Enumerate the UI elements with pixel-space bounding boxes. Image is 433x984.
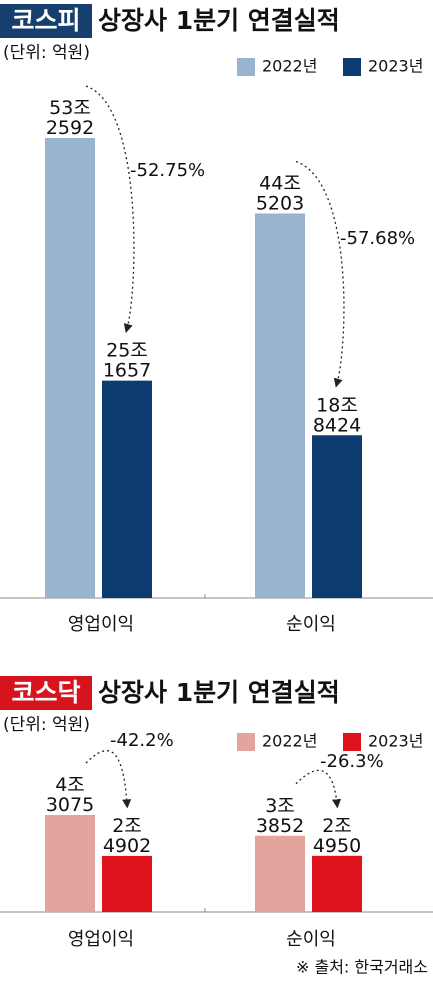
- value-label: 3조 3852: [256, 794, 304, 836]
- category-label: 순이익: [286, 929, 336, 950]
- legend-swatch: [237, 733, 255, 751]
- legend-label: 2023년: [368, 732, 423, 751]
- change-label: -57.68%: [340, 228, 415, 249]
- bar: [255, 835, 305, 912]
- change-arrow: [85, 750, 132, 809]
- title-badge: [0, 4, 92, 38]
- title-badge-text: 코스닥: [11, 678, 80, 707]
- change-label: -52.75%: [130, 160, 205, 181]
- change-arrow: [295, 769, 342, 809]
- value-label: 53조 2592: [46, 97, 94, 139]
- title-badge-text: 코스피: [11, 6, 80, 35]
- value-label: 44조 5203: [256, 172, 304, 214]
- category-label: 영업이익: [68, 614, 134, 635]
- value-label: 18조 8424: [313, 394, 361, 436]
- category-label: 영업이익: [68, 929, 134, 950]
- category-label: 순이익: [286, 614, 336, 635]
- value-label: 2조 4902: [103, 814, 151, 856]
- legend-label: 2022년: [262, 732, 317, 751]
- source: ※ 출처: 한국거래소: [296, 958, 428, 977]
- change-arrow: [295, 160, 345, 388]
- legend-swatch: [343, 58, 361, 76]
- change-arrow: [85, 85, 135, 334]
- change-label: -42.2%: [110, 730, 174, 751]
- bar: [312, 435, 362, 598]
- value-label: 25조 1657: [103, 339, 151, 381]
- legend-swatch: [237, 58, 255, 76]
- title-badge: [0, 676, 92, 710]
- legend-label: 2023년: [368, 57, 423, 76]
- bar: [255, 213, 305, 599]
- unit-label: (단위: 억원): [3, 43, 90, 63]
- change-label: -26.3%: [320, 751, 384, 772]
- bar: [45, 815, 95, 912]
- bar: [45, 138, 95, 598]
- unit-label: (단위: 억원): [3, 715, 90, 735]
- bar: [312, 855, 362, 912]
- value-label: 2조 4950: [313, 814, 361, 856]
- legend-label: 2022년: [262, 57, 317, 76]
- legend-swatch: [343, 733, 361, 751]
- chart-title: 상장사 1분기 연결실적: [98, 678, 340, 707]
- chart-title: 상장사 1분기 연결실적: [98, 6, 340, 35]
- bar: [102, 380, 152, 598]
- value-label: 4조 3075: [46, 774, 94, 816]
- bar: [102, 855, 152, 912]
